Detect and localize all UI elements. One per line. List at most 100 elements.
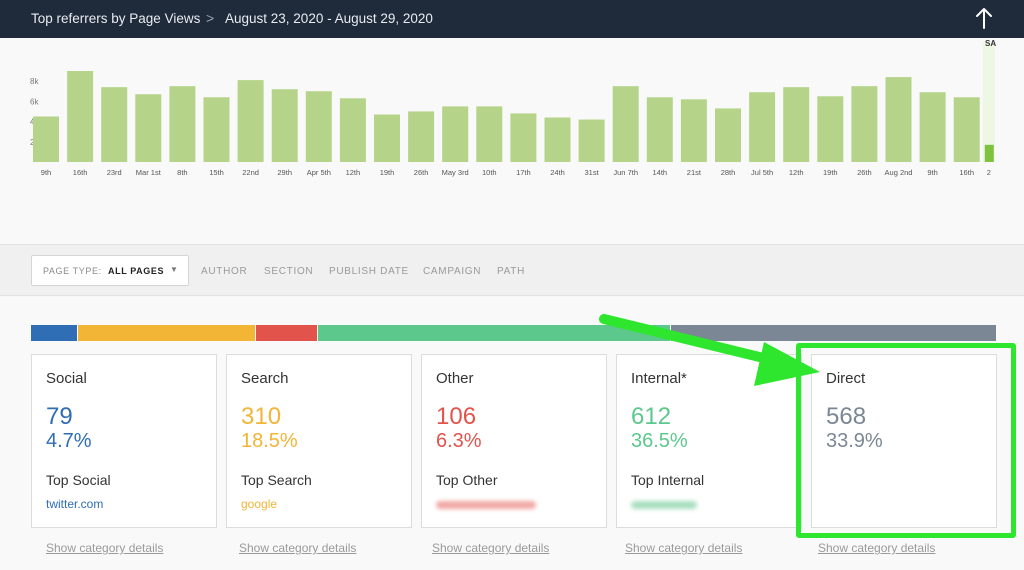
chart-bar[interactable] — [374, 114, 400, 162]
chart-bar[interactable] — [984, 144, 994, 162]
other-card[interactable]: Other 106 6.3% Top Other — [421, 354, 607, 528]
x-tick-label: Aug 2nd — [885, 168, 913, 177]
show-category-details-link[interactable]: Show category details — [818, 541, 936, 555]
show-category-details-link[interactable]: Show category details — [46, 541, 164, 555]
tab-publish-date[interactable]: PUBLISH DATE — [329, 266, 409, 277]
chart-bar[interactable] — [680, 99, 707, 162]
distribution-segment-search[interactable] — [78, 325, 255, 341]
distribution-segment-other[interactable] — [256, 325, 317, 341]
current-period-column — [982, 42, 995, 162]
page-title: Top referrers by Page Views — [31, 11, 201, 26]
chevron-down-icon: ▼ — [170, 265, 179, 274]
chart-bar[interactable] — [305, 91, 332, 162]
chart-bar[interactable] — [817, 96, 844, 162]
distribution-segment-direct[interactable] — [671, 325, 996, 341]
card-title: Internal* — [631, 370, 687, 387]
social-card[interactable]: Social 79 4.7% Top Social twitter.com — [31, 354, 217, 528]
x-tick-label: 19th — [380, 168, 395, 177]
x-tick-label: 23rd — [107, 168, 122, 177]
chart-bar[interactable] — [885, 77, 912, 162]
card-percent: 33.9% — [826, 430, 883, 452]
chart-bar[interactable] — [544, 117, 571, 162]
x-tick-label: 31st — [585, 168, 600, 177]
search-card[interactable]: Search 310 18.5% Top Search google — [226, 354, 412, 528]
referrer-categories: Social 79 4.7% Top Social twitter.com Sh… — [0, 297, 1024, 570]
tab-section[interactable]: SECTION — [264, 266, 314, 277]
card-percent: 6.3% — [436, 430, 482, 452]
chart-bar[interactable] — [408, 111, 435, 162]
x-tick-label: 9th — [927, 168, 937, 177]
card-count: 106 — [436, 403, 477, 430]
top-label: Top Search — [241, 472, 312, 488]
chart-bar[interactable] — [339, 98, 366, 162]
internal-card[interactable]: Internal* 612 36.5% Top Internal — [616, 354, 802, 528]
chart-bar[interactable] — [612, 86, 639, 162]
chart-bar[interactable] — [442, 106, 469, 162]
card-count: 79 — [46, 403, 73, 430]
x-tick-label: 12th — [789, 168, 804, 177]
page-type-select[interactable]: PAGE TYPE: ALL PAGES ▼ — [31, 255, 189, 286]
x-tick-label: 29th — [277, 168, 292, 177]
top-referrer-link[interactable]: google — [241, 497, 278, 511]
x-tick-label: 17th — [516, 168, 531, 177]
top-label: Top Other — [436, 472, 498, 488]
x-tick-label: 16th — [73, 168, 88, 177]
chart-bar[interactable] — [33, 116, 59, 163]
card-title: Other — [436, 370, 474, 387]
chart-bar[interactable] — [135, 94, 162, 162]
page-views-chart: 8k6k4k2k9th16th23rdMar 1st8th15th22nd29t… — [0, 38, 1024, 245]
blurred-referrer — [436, 501, 536, 509]
top-bar: Top referrers by Page Views > August 23,… — [0, 0, 1024, 38]
chart-bar[interactable] — [851, 86, 878, 162]
x-tick-label: Mar 1st — [136, 168, 162, 177]
card-count: 310 — [241, 403, 282, 430]
chart-bar[interactable] — [476, 106, 503, 162]
show-category-details-link[interactable]: Show category details — [432, 541, 550, 555]
card-percent: 36.5% — [631, 430, 688, 452]
x-tick-label: Jul 5th — [751, 168, 773, 177]
annotation-highlight-box — [796, 343, 1016, 538]
x-tick-label: 10th — [482, 168, 497, 177]
x-tick-label: Jun 7th — [613, 168, 638, 177]
show-category-details-link[interactable]: Show category details — [239, 541, 357, 555]
chart-bar[interactable] — [715, 108, 741, 162]
x-tick-label: 14th — [652, 168, 667, 177]
distribution-segment-social[interactable] — [31, 325, 77, 341]
tab-campaign[interactable]: CAMPAIGN — [423, 266, 482, 277]
blurred-referrer — [631, 501, 697, 509]
x-tick-label: 21st — [687, 168, 702, 177]
arrow-up-icon[interactable] — [972, 6, 996, 32]
chart-bar[interactable] — [510, 113, 537, 162]
chart-bar[interactable] — [749, 92, 776, 162]
card-title: Direct — [826, 370, 866, 387]
y-tick-label: 8k — [30, 77, 39, 86]
top-referrer-link[interactable]: twitter.com — [46, 497, 104, 511]
chart-bar[interactable] — [646, 97, 673, 162]
distribution-segment-internal[interactable] — [318, 325, 670, 341]
date-range[interactable]: August 23, 2020 - August 29, 2020 — [225, 11, 433, 26]
chart-bar[interactable] — [919, 92, 946, 162]
page-type-label: PAGE TYPE: — [43, 266, 102, 276]
direct-card[interactable]: Direct 568 33.9% — [811, 354, 997, 528]
chart-bar[interactable] — [271, 89, 298, 162]
chart-bar[interactable] — [101, 87, 128, 162]
chart-bar[interactable] — [953, 97, 980, 162]
chart-bar[interactable] — [169, 86, 196, 162]
x-tick-label: 19th — [823, 168, 838, 177]
tab-author[interactable]: AUTHOR — [201, 266, 248, 277]
card-percent: 4.7% — [46, 430, 92, 452]
show-category-details-link[interactable]: Show category details — [625, 541, 743, 555]
bar-chart: 8k6k4k2k9th16th23rdMar 1st8th15th22nd29t… — [30, 39, 996, 177]
chart-bar[interactable] — [203, 97, 230, 162]
card-title: Search — [241, 370, 289, 387]
tab-path[interactable]: PATH — [497, 266, 525, 277]
chart-bar[interactable] — [578, 119, 605, 162]
chart-bar[interactable] — [67, 71, 94, 162]
x-tick-label: 28th — [721, 168, 736, 177]
x-tick-label: Apr 5th — [307, 168, 331, 177]
chart-bar[interactable] — [237, 80, 264, 162]
card-percent: 18.5% — [241, 430, 298, 452]
chart-bar[interactable] — [783, 87, 810, 162]
x-tick-label: 26th — [414, 168, 429, 177]
y-tick-label: 6k — [30, 97, 39, 106]
